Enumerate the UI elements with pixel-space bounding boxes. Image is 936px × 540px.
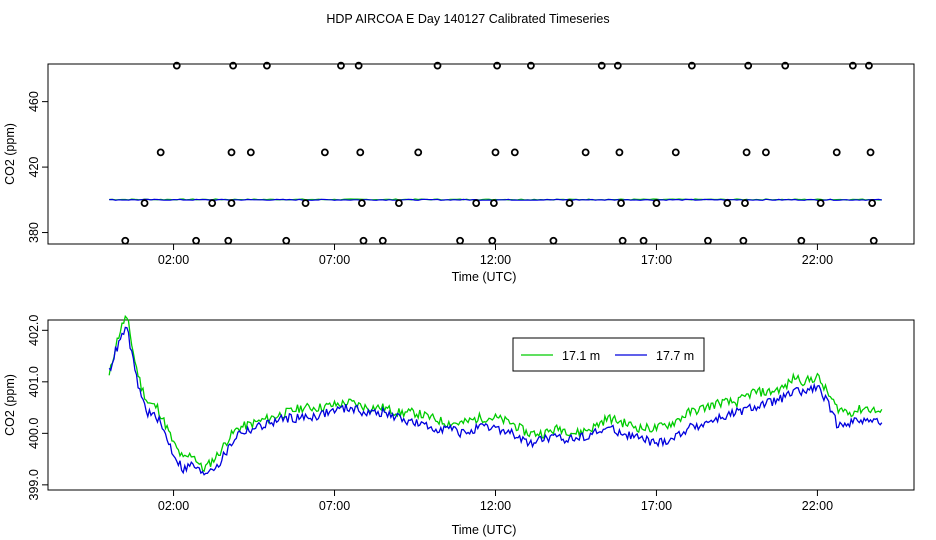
scatter-point — [832, 148, 841, 157]
scatter-point — [227, 148, 236, 157]
scatter-point — [741, 199, 749, 207]
bottom-x-axis-label: Time (UTC) — [452, 523, 517, 537]
scatter-point — [744, 61, 753, 70]
x-tick-label: 02:00 — [158, 253, 189, 267]
scatter-point — [613, 61, 622, 70]
scatter-point — [140, 199, 149, 207]
x-tick-label: 12:00 — [480, 499, 511, 513]
top-plot-area — [109, 61, 882, 245]
scatter-point — [652, 199, 661, 207]
scatter-point — [762, 148, 770, 157]
series-line-17-7-m — [108, 326, 883, 476]
scatter-point — [229, 61, 238, 70]
scatter-point — [618, 236, 627, 245]
x-tick-label: 07:00 — [319, 253, 350, 267]
scatter-point — [354, 61, 363, 70]
top-plot-frame — [47, 63, 915, 245]
scatter-point — [395, 199, 403, 207]
scatter-point — [581, 148, 590, 157]
scatter-point — [337, 61, 345, 70]
scatter-point — [172, 61, 181, 70]
y-tick-label: 420 — [27, 157, 41, 178]
scatter-point — [704, 236, 712, 245]
scatter-point — [597, 61, 606, 70]
scatter-point — [356, 148, 365, 157]
scatter-point — [816, 199, 825, 207]
bottom-y-axis-label: CO2 (ppm) — [3, 374, 17, 436]
scatter-point — [488, 236, 497, 245]
scatter-point — [565, 199, 574, 207]
bottom-axes: 02:00 07:00 12:00 17:00 22:00 399.0 400.0 401.0… — [27, 315, 833, 513]
x-tick-label: 22:00 — [802, 253, 833, 267]
scatter-point — [301, 199, 310, 207]
bottom-plot-area — [108, 314, 883, 476]
scatter-point — [378, 236, 387, 245]
scatter-point — [320, 148, 329, 157]
x-tick-label: 07:00 — [319, 499, 350, 513]
scatter-point — [493, 61, 501, 70]
scatter-point — [357, 199, 366, 207]
scatter-point — [781, 61, 790, 70]
top-x-axis-label: Time (UTC) — [452, 270, 517, 284]
scatter-point — [639, 236, 648, 245]
x-tick-label: 02:00 — [158, 499, 189, 513]
scatter-point — [687, 61, 696, 70]
scatter-point — [868, 199, 877, 207]
scatter-point — [510, 148, 519, 157]
scatter-point — [848, 61, 857, 70]
scatter-point — [865, 61, 873, 70]
x-tick-label: 17:00 — [641, 499, 672, 513]
chart-title: HDP AIRCOA E Day 140127 Calibrated Times… — [326, 12, 609, 26]
scatter-point — [866, 148, 875, 157]
y-tick-label: 399.0 — [27, 469, 41, 500]
legend-label-17-7m: 17.7 m — [656, 349, 694, 363]
y-tick-label: 400.0 — [27, 418, 41, 449]
scatter-point — [224, 236, 233, 245]
scatter-point — [156, 148, 165, 157]
top-axes: 02:00 07:00 12:00 17:00 22:00 380 420 460 — [27, 91, 833, 267]
scatter-point — [263, 61, 271, 70]
scatter-point — [797, 236, 806, 245]
scatter-point — [723, 199, 732, 207]
scatter-point — [227, 199, 236, 207]
scatter-point — [414, 148, 423, 157]
scatter-point — [526, 61, 535, 70]
x-tick-label: 22:00 — [802, 499, 833, 513]
y-tick-label: 460 — [27, 91, 41, 112]
scatter-point — [869, 236, 878, 245]
scatter-point — [246, 148, 255, 157]
x-tick-label: 17:00 — [641, 253, 672, 267]
scatter-point — [615, 148, 624, 157]
y-tick-label: 402.0 — [27, 315, 41, 346]
scatter-point — [739, 236, 748, 245]
scatter-point — [549, 236, 558, 245]
scatter-point — [742, 148, 751, 157]
scatter-point — [192, 236, 200, 245]
y-tick-label: 380 — [27, 222, 41, 243]
series-line-17-1-m — [108, 314, 883, 473]
scatter-point — [472, 199, 481, 207]
top-y-axis-label: CO2 (ppm) — [3, 123, 17, 185]
scatter-point — [359, 236, 368, 245]
x-tick-label: 12:00 — [480, 253, 511, 267]
scatter-point — [456, 236, 464, 245]
scatter-point — [671, 148, 680, 157]
scatter-point — [282, 236, 291, 245]
scatter-point — [433, 61, 442, 70]
legend-label-17-1m: 17.1 m — [562, 349, 600, 363]
scatter-point — [491, 148, 500, 157]
scatter-point — [208, 199, 217, 207]
legend: 17.1 m 17.7 m — [512, 337, 705, 372]
scatter-point — [489, 199, 498, 207]
scatter-point — [121, 236, 130, 245]
y-tick-label: 401.0 — [27, 366, 41, 397]
scatter-point — [617, 199, 625, 207]
